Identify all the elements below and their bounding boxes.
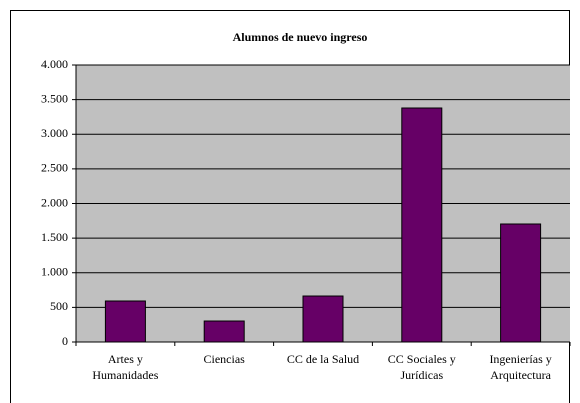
y-tick-label: 1.000 <box>41 265 68 279</box>
x-tick-label: CC Sociales y Jurídicas <box>387 352 456 382</box>
bar <box>203 320 245 343</box>
y-tick-label: 500 <box>50 299 68 313</box>
y-tick-label: 4.000 <box>41 57 68 71</box>
x-tick-label: Ciencias <box>203 352 245 366</box>
y-tick-label: 3.000 <box>41 126 68 140</box>
y-tick-label: 2.000 <box>41 195 68 209</box>
x-tick-label: Artes y Humanidades <box>92 352 159 382</box>
y-tick-label: 1.500 <box>41 230 68 244</box>
x-tick-label: Ingenierías y Arquitectura <box>489 352 552 382</box>
bar <box>401 107 443 343</box>
x-tick-label: CC de la Salud <box>286 352 360 366</box>
bar <box>500 223 542 343</box>
bar <box>104 300 146 343</box>
y-tick-label: 2.500 <box>41 161 68 175</box>
y-tick-label: 0 <box>62 334 68 348</box>
y-tick-label: 3.500 <box>41 91 68 105</box>
chart-title: Alumnos de nuevo ingreso <box>233 30 368 44</box>
bar <box>302 295 344 343</box>
